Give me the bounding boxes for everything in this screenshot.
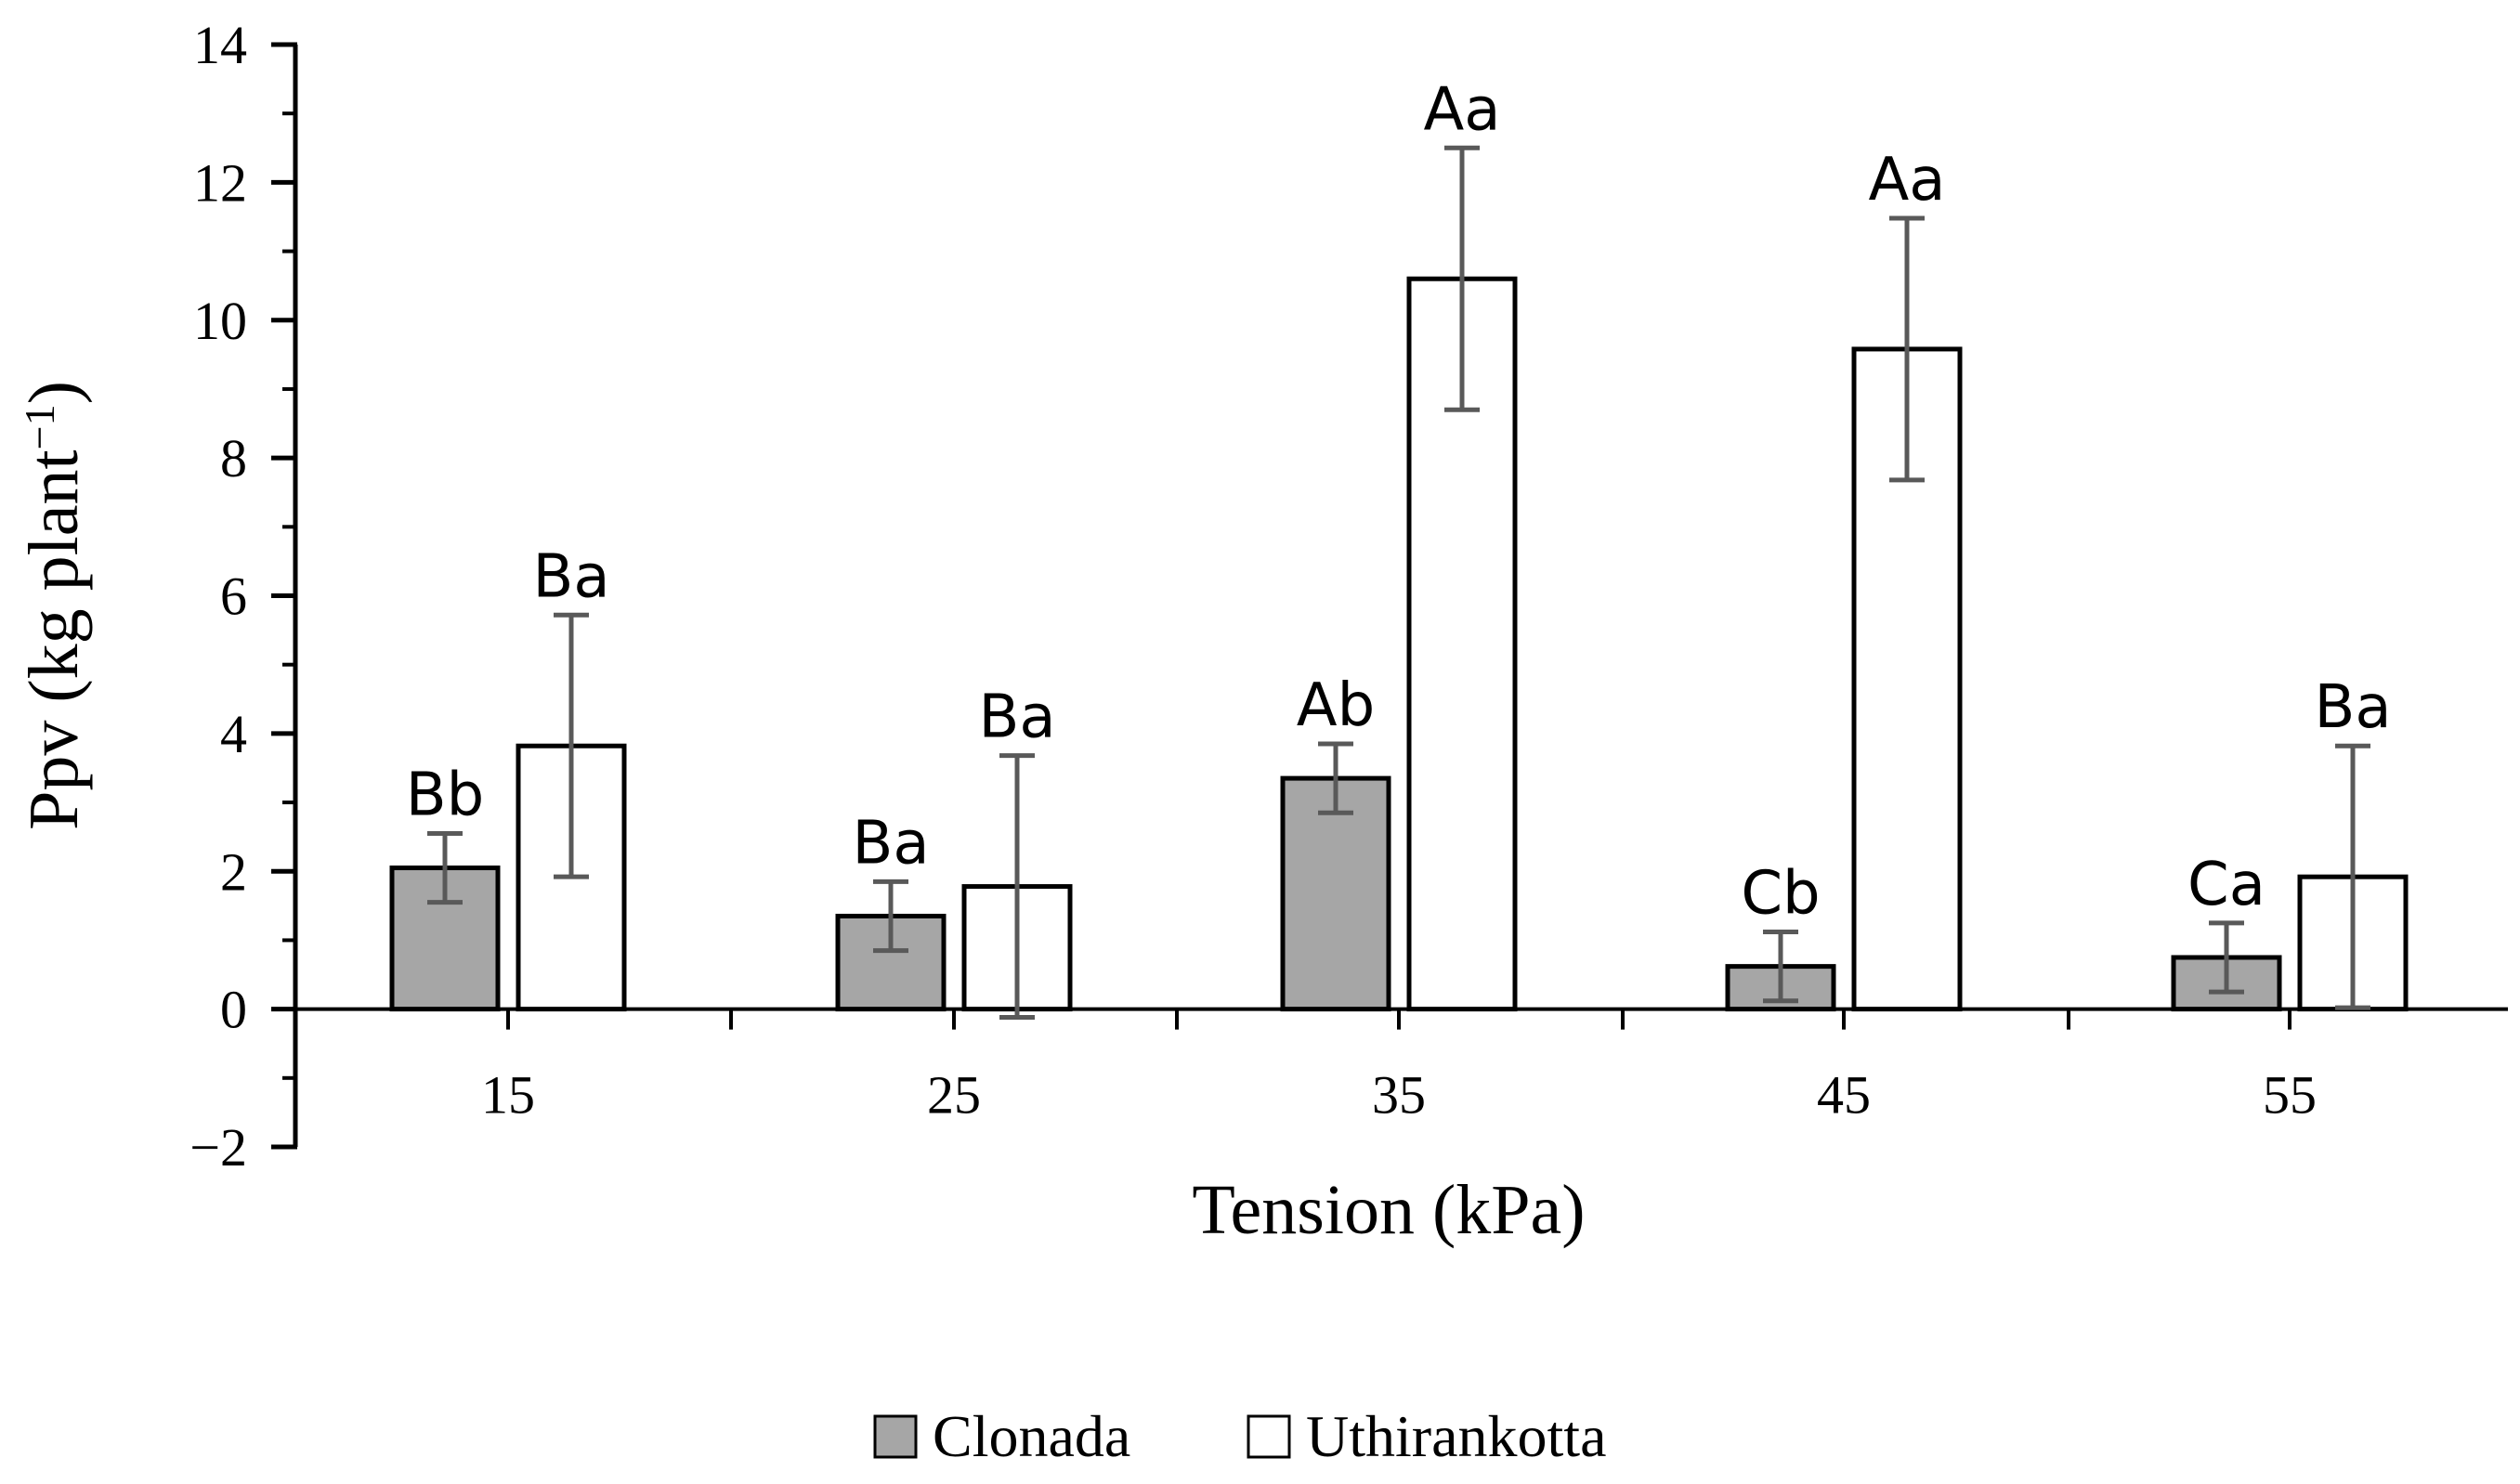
x-tick-label: 45: [1817, 1065, 1871, 1126]
y-tick-label: 14: [193, 15, 247, 75]
y-axis-title-close: ): [15, 381, 93, 404]
y-axis-title-main: Ppv (kg plant: [15, 449, 93, 830]
y-axis-title-superscript: −1: [16, 404, 63, 449]
x-tick-label: 55: [2263, 1065, 2317, 1126]
data-label-uthirankotta: Ba: [532, 542, 609, 611]
data-label-uthirankotta: Aa: [1869, 146, 1946, 215]
y-tick-label: 2: [220, 841, 247, 902]
x-tick-label: 35: [1372, 1065, 1426, 1126]
y-tick-label: 0: [220, 980, 247, 1040]
y-tick-label: 12: [193, 152, 247, 213]
error-bars: [427, 145, 2370, 1021]
axes: −2 0 2 4 6 8 10 12 14 15 25 35 45 55: [189, 15, 2508, 1178]
data-label-clonada: Ba: [852, 809, 929, 878]
legend: Clonada Uthirankotta: [873, 1403, 1606, 1469]
x-tick-label: 25: [927, 1065, 981, 1126]
data-label-clonada: Bb: [406, 761, 485, 829]
x-axis-title: Tension (kPa): [1192, 1171, 1585, 1249]
data-label-clonada: Ab: [1297, 671, 1375, 740]
data-label-uthirankotta: Aa: [1424, 75, 1501, 144]
x-tick-label: 15: [481, 1065, 535, 1126]
legend-swatch-uthirankotta: [1247, 1414, 1291, 1459]
data-label-clonada: Cb: [1741, 860, 1820, 929]
legend-swatch-clonada: [873, 1414, 918, 1459]
y-tick-label: 8: [220, 428, 247, 488]
data-labels: Bb Ba Ab Cb Ca Ba Ba Aa Aa Ba: [406, 75, 2392, 928]
data-label-clonada: Ca: [2187, 851, 2265, 919]
y-tick-label: −2: [189, 1117, 247, 1178]
bar-clonada: [1280, 775, 1391, 1012]
data-label-uthirankotta: Ba: [2314, 673, 2391, 742]
bars: [389, 276, 2409, 1012]
legend-label-clonada: Clonada: [933, 1403, 1130, 1469]
y-tick-label: 10: [193, 291, 247, 351]
y-tick-label: 4: [220, 704, 247, 764]
data-label-uthirankotta: Ba: [978, 683, 1055, 752]
legend-label-uthirankotta: Uthirankotta: [1306, 1403, 1606, 1469]
y-axis-title: Ppv (kg plant−1): [15, 381, 93, 830]
y-tick-label: 6: [220, 566, 247, 627]
